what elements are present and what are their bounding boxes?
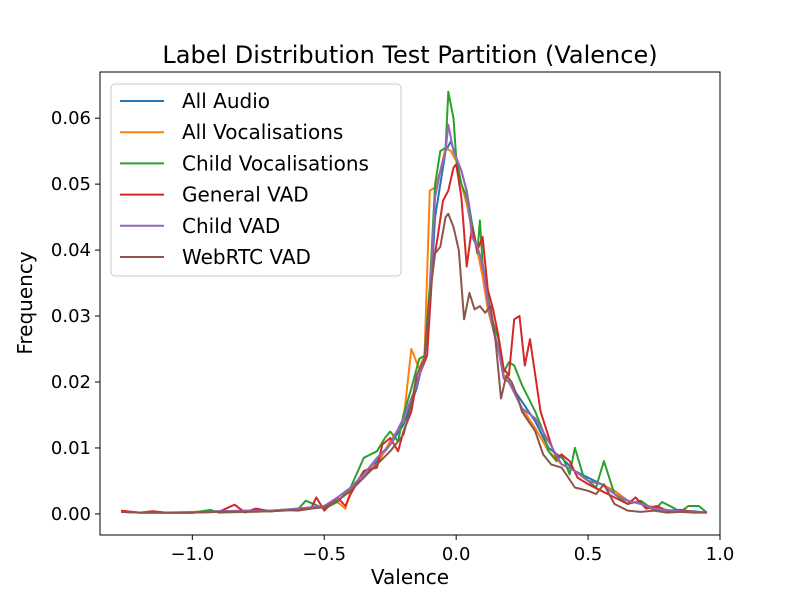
legend-label-4: Child VAD [182,214,280,238]
series-layer [120,90,708,514]
y-axis: 0.00 0.01 0.02 0.03 0.04 0.05 0.06 [51,108,100,525]
series-line-4 [121,123,707,514]
legend-label-2: Child Vocalisations [182,151,369,175]
series-line-5 [121,212,707,514]
legend-label-1: All Vocalisations [182,120,343,144]
y-tick-label: 0.01 [51,438,91,459]
x-axis-label: Valence [371,565,449,589]
legend: All Audio All Vocalisations Child Vocalisa… [110,83,402,277]
y-tick-label: 0.00 [51,504,91,525]
y-tick-label: 0.04 [51,240,91,261]
y-tick-label: 0.02 [51,372,91,393]
legend-label-5: WebRTC VAD [182,245,311,269]
y-axis-label: Frequency [13,251,37,354]
y-tick-label: 0.03 [51,306,91,327]
x-tick-label: 0.5 [574,544,603,565]
y-tick-label: 0.05 [51,174,91,195]
y-tick-label: 0.06 [51,108,91,129]
x-tick-label: 1.0 [706,544,735,565]
chart-title: Label Distribution Test Partition (Valen… [162,41,657,69]
legend-label-3: General VAD [182,183,309,207]
legend-label-0: All Audio [182,89,270,113]
x-tick-label: −0.5 [302,544,346,565]
x-tick-label: 0.0 [442,544,471,565]
x-axis: −1.0 −0.5 0.0 0.5 1.0 [170,535,734,565]
plot-area [99,71,721,536]
x-tick-label: −1.0 [170,544,214,565]
legend-frame [110,83,402,277]
